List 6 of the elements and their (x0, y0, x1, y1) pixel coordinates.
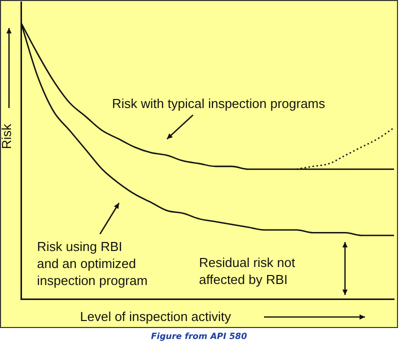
x-axis-title: Level of inspection activity (80, 308, 232, 325)
annotation: Residual risk not affected by RBI (199, 254, 296, 288)
annotation: Risk using RBI and an optimized inspection program (37, 238, 148, 289)
annotation: Risk with typical inspection programs (112, 95, 326, 112)
text: Figure from API 580 (151, 332, 247, 342)
y-axis-title: Risk (0, 124, 14, 150)
